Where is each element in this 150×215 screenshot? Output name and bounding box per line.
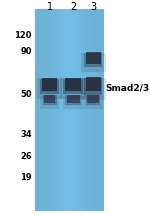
Text: 120: 120 [14, 31, 32, 40]
Bar [60, 78, 86, 99]
Bar [86, 95, 100, 105]
Text: 90: 90 [20, 47, 32, 56]
Bar [81, 78, 106, 100]
Bar [65, 78, 81, 91]
Text: 50: 50 [20, 91, 32, 100]
Bar [44, 95, 56, 103]
Bar [37, 78, 62, 99]
Bar [84, 78, 102, 95]
Bar [65, 95, 81, 105]
Bar [42, 95, 57, 105]
Bar [86, 77, 101, 91]
Bar [67, 95, 80, 103]
Bar [40, 79, 59, 94]
Bar [63, 96, 84, 109]
Bar [81, 53, 106, 72]
Text: 34: 34 [20, 130, 32, 139]
Text: 1: 1 [46, 2, 53, 12]
Bar [40, 96, 59, 109]
Text: 26: 26 [20, 152, 32, 161]
Bar [84, 96, 103, 109]
Text: 2: 2 [70, 2, 76, 12]
Text: 19: 19 [20, 173, 32, 182]
Bar [84, 53, 102, 67]
Text: Smad2/3: Smad2/3 [106, 83, 150, 92]
Bar [87, 95, 99, 103]
Bar [42, 78, 57, 91]
Text: 3: 3 [90, 2, 96, 12]
Bar [86, 52, 101, 64]
Bar [63, 79, 83, 94]
